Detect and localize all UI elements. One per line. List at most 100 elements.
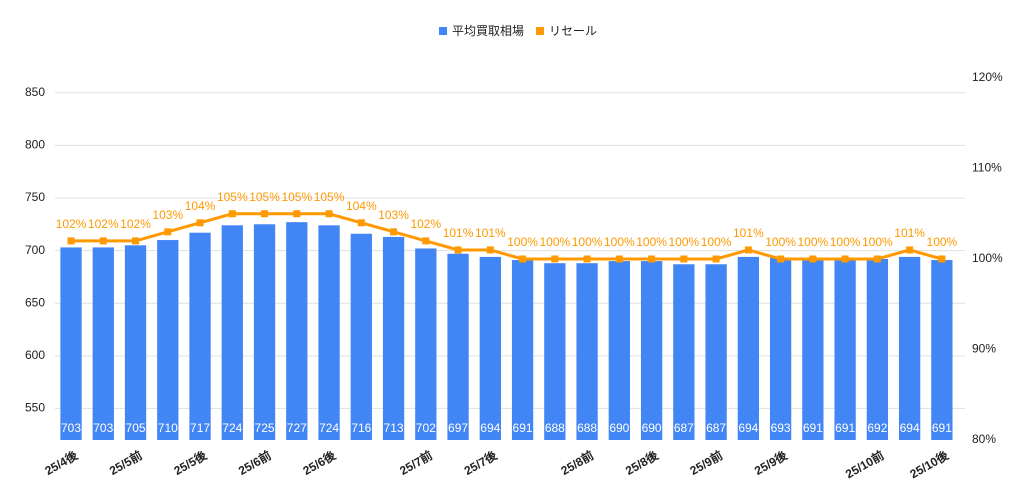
bar bbox=[253, 224, 276, 440]
bar-value-label: 713 bbox=[384, 421, 404, 435]
bar bbox=[737, 256, 759, 440]
y-tick-label: 650 bbox=[25, 295, 45, 309]
bar bbox=[511, 260, 534, 440]
line-marker bbox=[261, 210, 269, 218]
bar-value-label: 690 bbox=[642, 421, 662, 435]
line-value-label: 103% bbox=[378, 208, 409, 222]
line-marker bbox=[841, 255, 849, 263]
bar-value-label: 716 bbox=[351, 421, 371, 435]
line-value-label: 100% bbox=[862, 235, 893, 249]
line-marker bbox=[325, 210, 333, 218]
bar bbox=[769, 257, 792, 440]
bar-value-label: 691 bbox=[803, 421, 823, 435]
bar bbox=[221, 225, 243, 440]
bar bbox=[802, 260, 824, 440]
bar-value-label: 717 bbox=[190, 421, 210, 435]
legend-swatch bbox=[536, 27, 545, 35]
bar bbox=[544, 263, 566, 440]
line-marker bbox=[648, 255, 656, 263]
bar bbox=[898, 256, 921, 440]
line-marker bbox=[67, 237, 75, 245]
line-marker bbox=[422, 237, 430, 245]
line-value-label: 100% bbox=[572, 235, 603, 249]
bar-value-label: 694 bbox=[738, 421, 758, 435]
bar bbox=[447, 253, 469, 440]
line-marker bbox=[519, 255, 527, 263]
legend-label: リセール bbox=[549, 24, 597, 38]
line-value-label: 100% bbox=[668, 235, 699, 249]
line-value-label: 103% bbox=[152, 208, 183, 222]
line-value-label: 105% bbox=[281, 190, 312, 204]
line bbox=[71, 212, 943, 261]
legend: 平均買取相場 リセール bbox=[439, 24, 597, 38]
line-value-label: 104% bbox=[185, 199, 216, 213]
y-tick-label: 800 bbox=[25, 138, 45, 152]
x-tick-label: 25/8前 bbox=[558, 447, 596, 478]
bar-value-label: 688 bbox=[577, 421, 597, 435]
bar bbox=[92, 247, 114, 440]
x-tick-label: 25/5前 bbox=[106, 447, 144, 478]
legend-label: 平均買取相場 bbox=[452, 24, 524, 38]
bar-value-label: 724 bbox=[222, 421, 242, 435]
bar-value-label: 724 bbox=[319, 421, 339, 435]
x-tick-label: 25/10後 bbox=[907, 447, 952, 482]
line-value-label: 104% bbox=[346, 199, 377, 213]
line-marker bbox=[293, 210, 301, 218]
bar bbox=[382, 236, 405, 440]
bar bbox=[318, 225, 340, 440]
bar-value-label: 690 bbox=[609, 421, 629, 435]
x-tick-label: 25/6後 bbox=[300, 447, 339, 478]
line-marker bbox=[583, 255, 591, 263]
bar bbox=[479, 256, 501, 440]
line-marker bbox=[164, 228, 172, 236]
bar bbox=[157, 240, 179, 440]
bar bbox=[608, 261, 630, 440]
bar bbox=[834, 260, 856, 440]
y-tick-label: 850 bbox=[25, 85, 45, 99]
x-tick-label: 25/6前 bbox=[236, 447, 274, 478]
line-marker bbox=[196, 219, 204, 227]
line-value-label: 100% bbox=[927, 235, 958, 249]
bar bbox=[415, 248, 437, 440]
line-value-label: 105% bbox=[314, 190, 345, 204]
line-marker bbox=[938, 255, 946, 263]
bar-value-label: 705 bbox=[126, 421, 146, 435]
y2-tick-label: 120% bbox=[972, 70, 1003, 84]
line-value-label: 101% bbox=[475, 226, 506, 240]
line-value-label: 100% bbox=[507, 235, 538, 249]
x-tick-label: 25/5後 bbox=[171, 447, 210, 478]
line-value-label: 102% bbox=[88, 217, 119, 231]
line-value-label: 101% bbox=[443, 226, 474, 240]
bar-value-label: 702 bbox=[416, 421, 436, 435]
bar-value-label: 687 bbox=[674, 421, 694, 435]
y2-tick-label: 80% bbox=[972, 432, 996, 446]
line-value-label: 105% bbox=[249, 190, 280, 204]
bar-value-label: 727 bbox=[287, 421, 307, 435]
line-value-label: 101% bbox=[733, 226, 764, 240]
line-value-label: 100% bbox=[798, 235, 829, 249]
x-tick-label: 25/4後 bbox=[42, 447, 81, 478]
bar bbox=[866, 259, 889, 440]
line-value-label: 102% bbox=[120, 217, 151, 231]
bar-value-label: 688 bbox=[545, 421, 565, 435]
bar bbox=[189, 232, 211, 440]
line-marker bbox=[551, 255, 559, 263]
line-marker bbox=[486, 246, 494, 254]
x-tick-label: 25/7前 bbox=[397, 447, 435, 478]
line-marker bbox=[99, 237, 107, 245]
bar-value-label: 694 bbox=[900, 421, 920, 435]
line-value-label: 100% bbox=[539, 235, 570, 249]
bar bbox=[931, 260, 953, 440]
bar-value-label: 691 bbox=[513, 421, 533, 435]
bar-value-label: 691 bbox=[835, 421, 855, 435]
bar-value-label: 687 bbox=[706, 421, 726, 435]
bar bbox=[705, 264, 727, 440]
y-tick-label: 600 bbox=[25, 348, 45, 362]
x-tick-label: 25/7後 bbox=[461, 447, 500, 478]
line-value-label: 101% bbox=[894, 226, 925, 240]
x-tick-label: 25/8後 bbox=[623, 447, 662, 478]
line-value-label: 100% bbox=[701, 235, 732, 249]
line-marker bbox=[873, 255, 881, 263]
line-marker bbox=[744, 246, 752, 254]
